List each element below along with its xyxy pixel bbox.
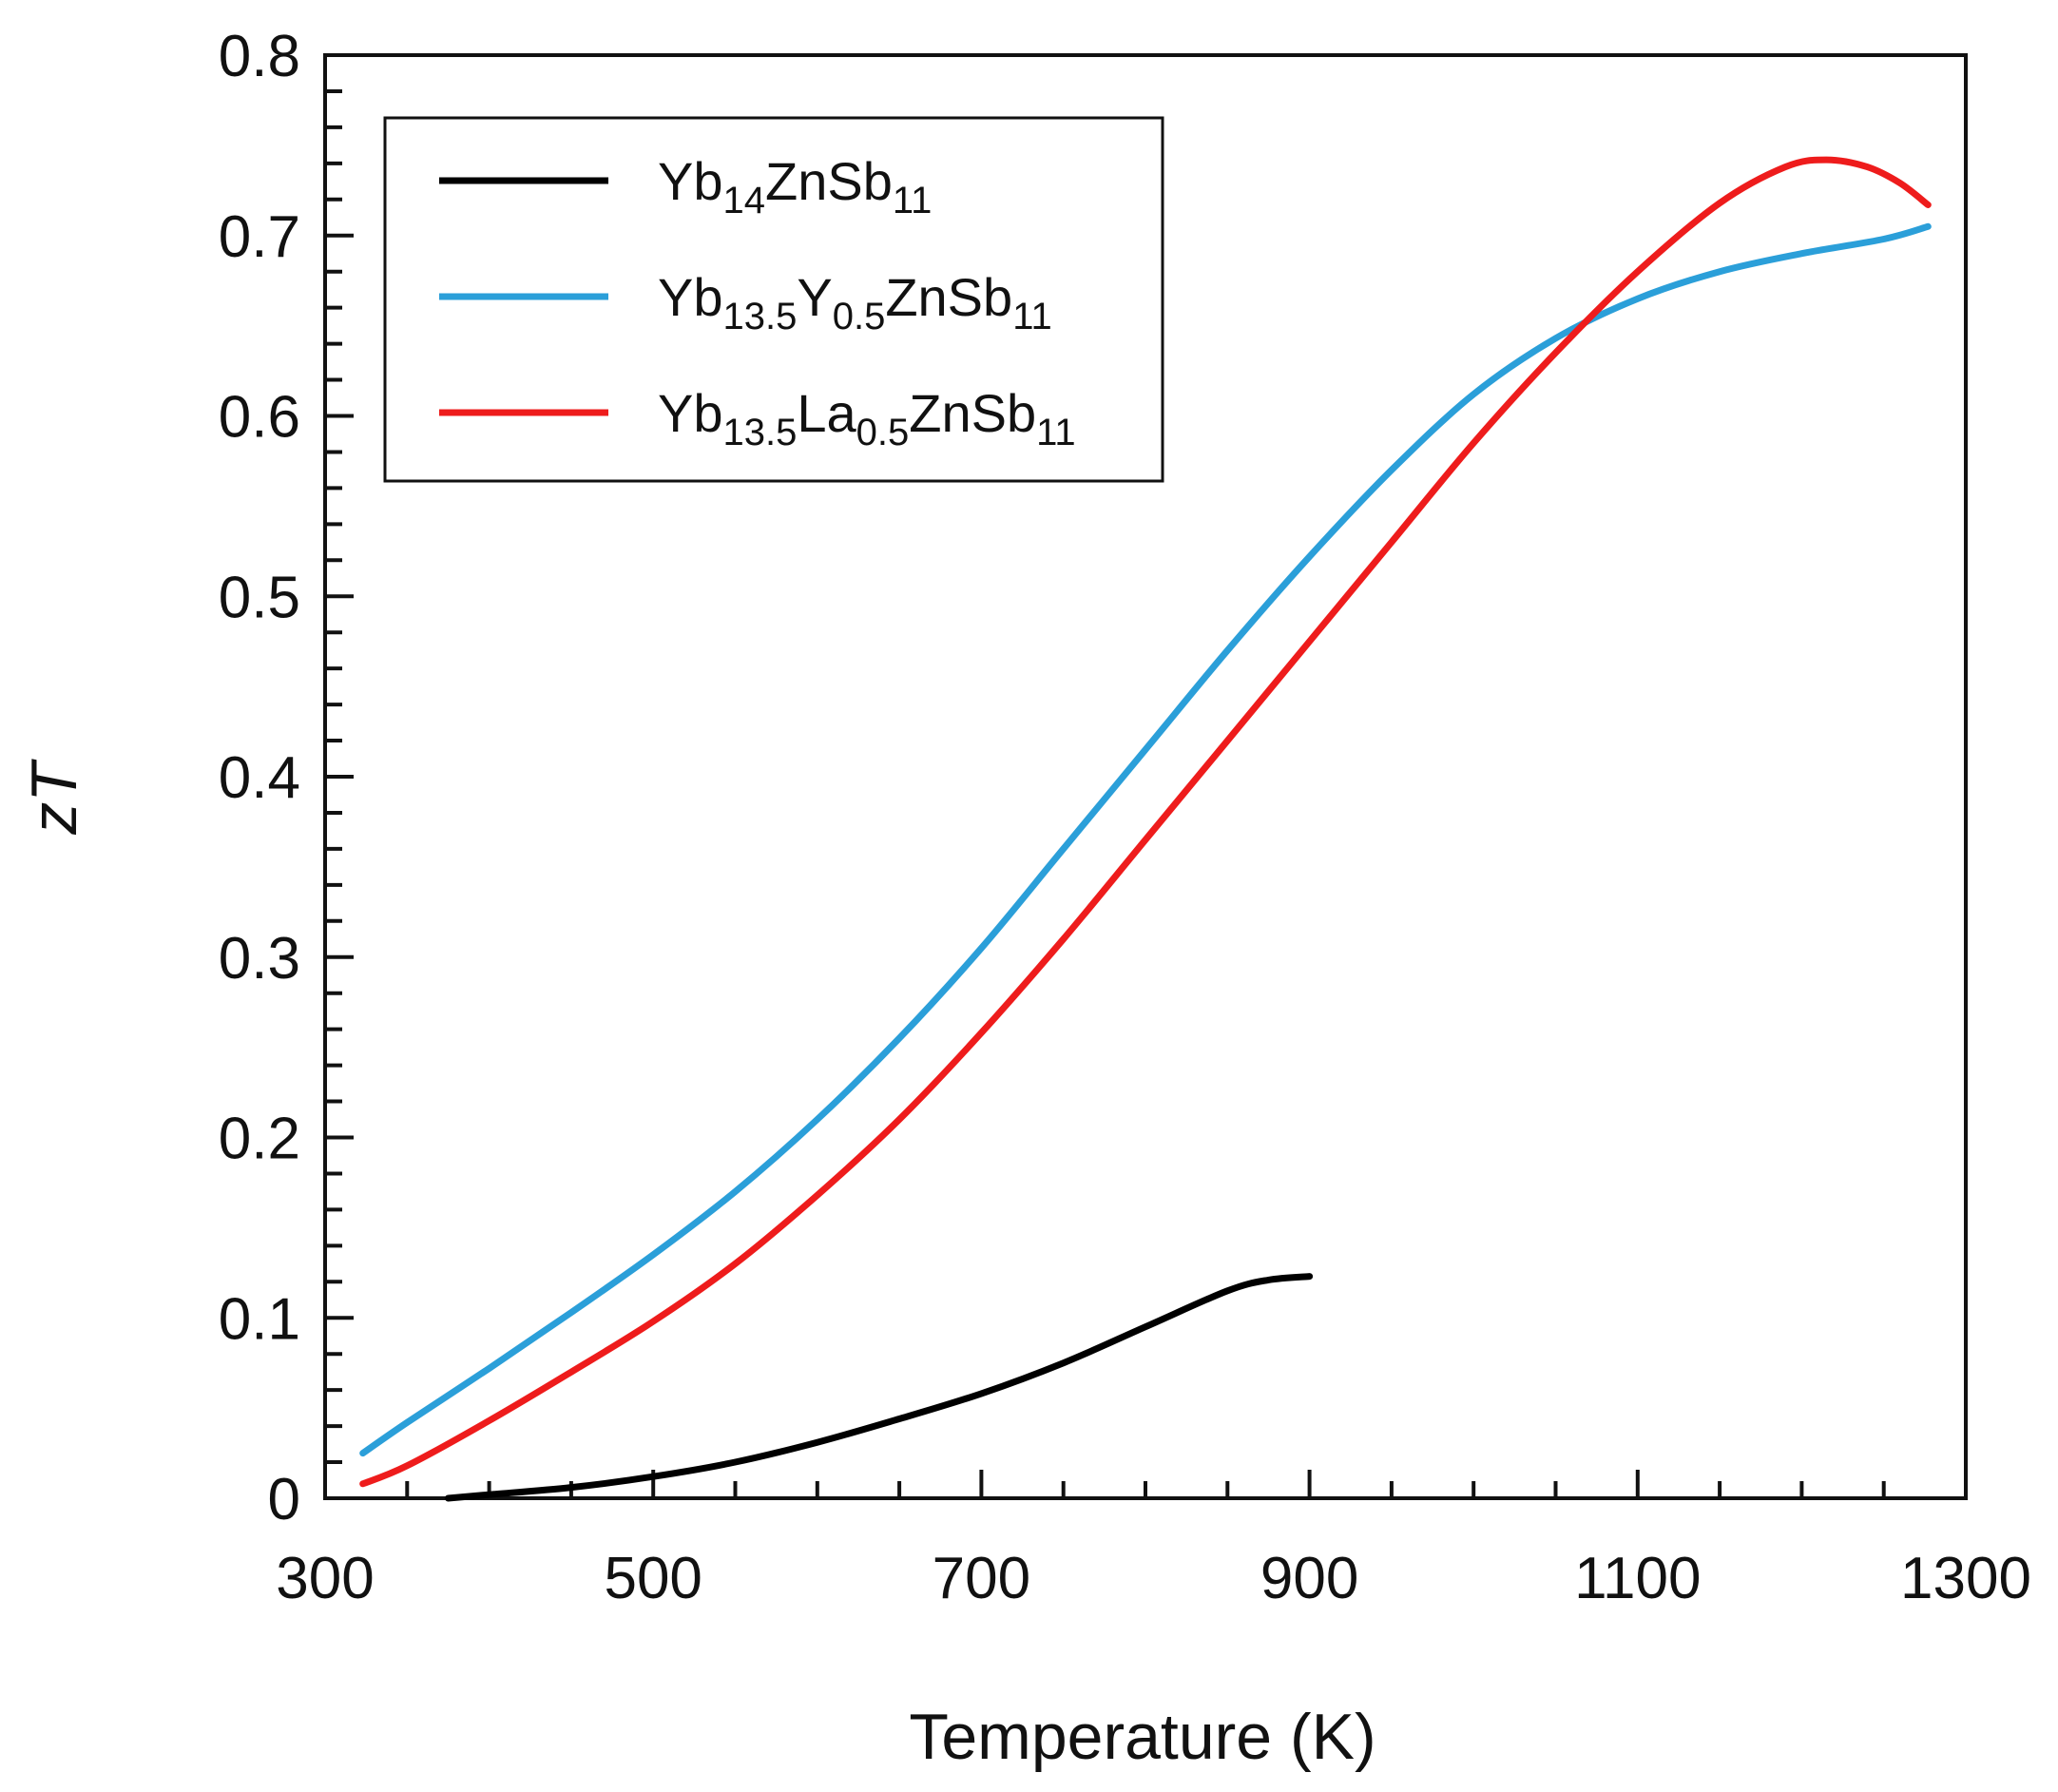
legend-label-part: 13.5: [723, 412, 798, 453]
legend-label-part: ZnSb: [909, 383, 1036, 443]
y-tick-label: 0.1: [219, 1286, 300, 1352]
x-axis-title: Temperature (K): [909, 1701, 1375, 1773]
legend: Yb14ZnSb11Yb13.5Y0.5ZnSb11Yb13.5La0.5ZnS…: [383, 116, 1164, 483]
x-tick-label: 500: [604, 1546, 702, 1611]
axis-ticks: 300 500 700 900 1100 1300 0 0.1 0.2 0.3 0.4 0.5 0.6 0…: [219, 24, 2031, 1611]
legend-label-part: Yb: [658, 151, 723, 211]
y-axis-title-z: z: [18, 802, 90, 836]
y-tick-label: 0.5: [219, 565, 300, 630]
series-line-1: [359, 222, 1932, 1457]
y-tick-label: 0.3: [219, 926, 300, 992]
x-tick-label: 900: [1260, 1546, 1358, 1611]
y-tick-label: 0.6: [219, 385, 300, 451]
legend-label-part: 11: [1036, 412, 1076, 453]
legend-label-part: Yb: [658, 383, 723, 443]
x-tick-label: 1300: [1900, 1546, 2031, 1611]
legend-label-part: Y: [797, 267, 832, 327]
legend-label-0: Yb14ZnSb11: [658, 151, 932, 222]
series-line-0: [444, 1273, 1314, 1502]
legend-label-part: ZnSb: [885, 267, 1012, 327]
legend-label-2: Yb13.5La0.5ZnSb11: [658, 383, 1076, 453]
legend-label-part: 13.5: [723, 296, 798, 337]
legend-label-part: 0.5: [856, 412, 910, 453]
x-tick-label: 300: [276, 1546, 374, 1611]
y-tick-label: 0.2: [219, 1107, 300, 1172]
legend-label-part: La: [797, 383, 856, 443]
legend-label-part: ZnSb: [765, 151, 893, 211]
x-tick-label: 1100: [1574, 1546, 1701, 1611]
y-axis-title: zT: [18, 759, 90, 836]
legend-label-part: 11: [1012, 296, 1052, 337]
legend-label-part: 14: [723, 180, 766, 222]
legend-label-1: Yb13.5Y0.5ZnSb11: [658, 267, 1052, 337]
legend-label-part: 0.5: [833, 296, 886, 337]
y-tick-label: 0.7: [219, 204, 300, 270]
series-lines: [359, 156, 1932, 1502]
legend-label-part: Yb: [658, 267, 723, 327]
x-tick-label: 700: [933, 1546, 1030, 1611]
y-tick-label: 0.4: [219, 745, 300, 811]
legend-label-part: 11: [893, 180, 933, 222]
series-line-2: [359, 156, 1932, 1488]
y-tick-label: 0.8: [219, 24, 300, 89]
y-axis-title-t: T: [18, 759, 90, 802]
y-tick-label: 0: [268, 1467, 300, 1532]
